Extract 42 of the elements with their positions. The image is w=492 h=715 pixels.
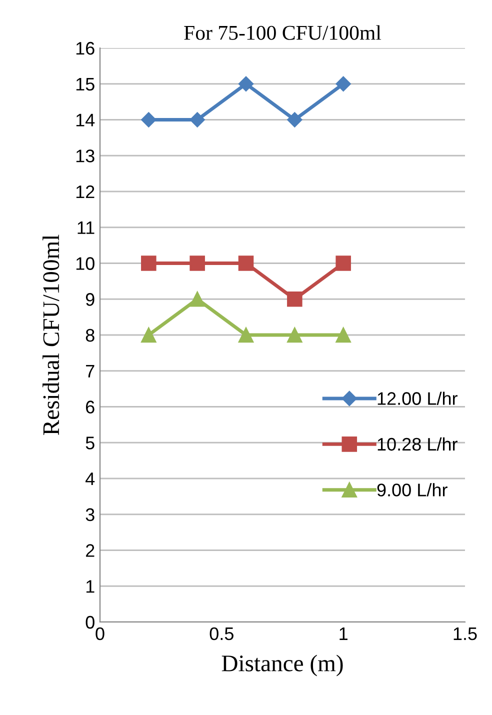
legend-label: 10.28 L/hr bbox=[378, 437, 458, 451]
x-axis-title: Distance (m) bbox=[222, 654, 343, 676]
x-tick-label: 1 bbox=[340, 628, 348, 640]
point bbox=[336, 256, 351, 271]
y-tick-label: 8 bbox=[86, 328, 94, 342]
x-tick-label: 1.5 bbox=[454, 628, 477, 640]
y-axis-title: Residual CFU/100ml bbox=[42, 234, 60, 436]
y-tick-label: 16 bbox=[76, 42, 94, 55]
point bbox=[141, 327, 156, 343]
point bbox=[141, 256, 156, 271]
y-tick-label: 0 bbox=[86, 616, 94, 629]
chart-title: For 75-100 CFU/100ml bbox=[184, 25, 382, 40]
y-tick-label: 10 bbox=[76, 257, 94, 270]
x-tick-label: 0.5 bbox=[210, 627, 234, 640]
point bbox=[190, 112, 205, 128]
point bbox=[287, 327, 302, 343]
point bbox=[190, 291, 205, 307]
y-tick-label: 9 bbox=[86, 293, 94, 306]
y-tick-label: 11 bbox=[78, 221, 94, 234]
point bbox=[336, 327, 351, 343]
point bbox=[336, 76, 351, 92]
y-tick-label: 12 bbox=[76, 185, 94, 198]
y-tick-label: 6 bbox=[86, 400, 94, 414]
y-tick-label: 7 bbox=[86, 364, 94, 378]
point bbox=[238, 327, 254, 343]
y-tick-label: 15 bbox=[76, 78, 94, 91]
point bbox=[141, 112, 156, 128]
y-tick-label: 4 bbox=[86, 472, 95, 486]
y-tick-label: 3 bbox=[86, 508, 94, 522]
legend-label: 12.00 L/hr bbox=[378, 392, 458, 405]
y-tick-label: 13 bbox=[76, 150, 94, 162]
legend-label: 9.00 L/hr bbox=[377, 483, 448, 496]
y-tick-label: 1 bbox=[86, 580, 94, 593]
point bbox=[238, 256, 254, 271]
point bbox=[287, 291, 302, 307]
y-tick-label: 5 bbox=[86, 436, 94, 450]
y-tick-label: 2 bbox=[86, 544, 94, 557]
point bbox=[238, 76, 254, 92]
point bbox=[287, 112, 302, 128]
point bbox=[190, 256, 205, 271]
x-tick-label: 0 bbox=[96, 627, 104, 640]
y-tick-label: 14 bbox=[76, 114, 95, 126]
